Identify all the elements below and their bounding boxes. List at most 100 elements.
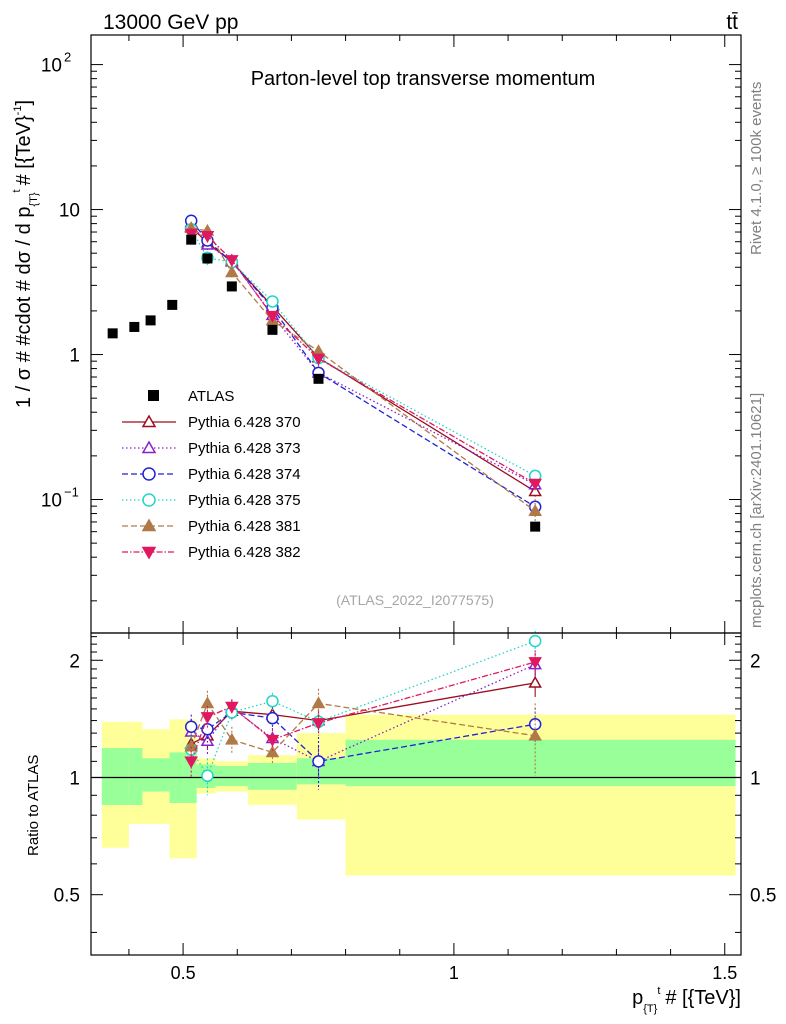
x-tick-label: 1.5: [712, 963, 737, 983]
series-382-point: [311, 353, 326, 366]
atlas-data-point: [145, 315, 156, 326]
x-axis-label-sub: {T}: [643, 1003, 657, 1015]
series-382-ratio-point: [200, 712, 215, 725]
y-axis-label-sub: {T}: [28, 192, 40, 206]
series-382-ratio-line: [190, 661, 536, 762]
series-374-line: [190, 220, 536, 508]
process-label: tt̄: [726, 11, 738, 34]
series-374-ratio-point: [312, 755, 325, 768]
energy-label: 13000 GeV pp: [103, 11, 238, 34]
green-band-segment: [142, 758, 156, 792]
ratio-y-tick-label-right: 2: [750, 651, 761, 672]
series-382-ratio-point: [311, 718, 326, 731]
y-axis-label-end: ]: [13, 100, 35, 106]
ratio-y-tick-label-right: 0.5: [750, 886, 776, 907]
series-373-ratio-line: [190, 663, 536, 763]
ratio-uncertainty-bands: [91, 714, 741, 876]
series-382-ratio-point: [184, 756, 199, 769]
series-374-ratio-point: [184, 720, 198, 733]
atlas-data-point: [267, 324, 278, 335]
ratio-y-tick-label: 1: [69, 768, 80, 789]
legend-label-375: Pythia 6.428 375: [188, 492, 301, 509]
legend-marker-382: [141, 546, 157, 560]
y-axis-label-main: 1 / σ # #cdot # dσ / d p: [13, 207, 35, 408]
green-band-segment: [128, 748, 143, 805]
series-375-ratio-point: [528, 634, 542, 648]
series-382-point: [265, 310, 280, 323]
series-382-ratio-point: [265, 734, 280, 747]
atlas-data-point: [530, 521, 541, 532]
legend-label-atlas: ATLAS: [188, 388, 234, 405]
series-382-point: [200, 231, 215, 243]
y-tick-label: 10: [59, 201, 80, 222]
legend-label-373: Pythia 6.428 373: [188, 440, 301, 457]
legend-label-382: Pythia 6.428 382: [188, 544, 301, 561]
legend-label-374: Pythia 6.428 374: [188, 466, 301, 483]
mcplots-label: mcplots.cern.ch [arXiv:2401.10621]: [748, 393, 765, 628]
x-tick-label: 0.5: [171, 963, 196, 983]
series-370-ratio-point: [528, 675, 542, 688]
y-axis-label-sup: t: [11, 189, 23, 192]
ratio-y-axis-label: Ratio to ATLAS: [25, 755, 42, 856]
x-axis-label-sup: t: [657, 985, 660, 997]
legend-marker-atlas: [148, 390, 159, 401]
legend-marker-373: [141, 440, 157, 454]
atlas-data-point: [202, 253, 213, 264]
atlas-data-layer: [107, 234, 541, 532]
series-375-ratio-point: [266, 694, 279, 708]
green-band-segment: [345, 739, 736, 787]
ratio-y-tick-label: 0.5: [54, 886, 80, 907]
legend-label-370: Pythia 6.428 370: [188, 414, 301, 431]
legend-marker-375: [142, 493, 156, 507]
y-tick-exponent: 2: [64, 50, 71, 65]
series-381-ratio-point: [311, 696, 326, 709]
series-375-ratio-point: [201, 769, 214, 783]
series-373-ratio-point: [200, 734, 215, 746]
series-381-ratio-line: [190, 701, 536, 754]
series-layer: [184, 214, 542, 796]
legend: ATLAS Pythia 6.428 370 Pythia 6.428 373 …: [122, 388, 301, 561]
green-band-segment: [101, 748, 129, 805]
y-axis-label-rest: # [{TeV}: [13, 115, 35, 185]
legend-marker-370: [141, 414, 157, 428]
y-tick-label: 1: [69, 346, 80, 367]
ratio-panel-frame: [90, 632, 742, 956]
series-381-ratio-point: [225, 732, 239, 745]
series-381-ratio-point: [528, 728, 542, 741]
atlas-data-point: [107, 328, 118, 339]
series-382-point: [184, 228, 199, 241]
ratio-y-tick-label-right: 1: [750, 768, 761, 789]
x-axis-label-main: p: [632, 987, 643, 1009]
series-381-ratio-point: [265, 745, 280, 758]
series-370-point: [528, 484, 542, 497]
series-375-point: [266, 295, 279, 308]
green-band-segment: [248, 762, 297, 790]
legend-label-381: Pythia 6.428 381: [188, 518, 301, 535]
series-375-line: [190, 228, 536, 477]
x-tick-label: 1: [449, 963, 459, 983]
y-tick-exponent: −1: [64, 485, 79, 500]
series-382-point: [225, 255, 239, 268]
atlas-data-point: [129, 321, 140, 332]
series-382-ratio-point: [225, 701, 239, 714]
series-382-point: [528, 478, 542, 491]
x-axis-label: p{T}t # [{TeV}]: [632, 985, 741, 1015]
series-381-point: [528, 504, 542, 516]
legend-marker-374: [142, 467, 156, 481]
x-axis-label-rest: # [{TeV}]: [665, 987, 741, 1009]
legend-marker-381: [141, 518, 157, 532]
series-381-point: [225, 265, 239, 278]
series-382-ratio-point: [528, 657, 542, 669]
atlas-data-point: [167, 299, 178, 310]
series-374-ratio-point: [266, 711, 279, 725]
analysis-id: (ATLAS_2022_I2077575): [336, 592, 494, 608]
y-tick-label: 10: [41, 56, 62, 77]
atlas-data-point: [226, 281, 237, 292]
atlas-data-point: [313, 373, 324, 384]
ratio-y-tick-label: 2: [69, 651, 80, 672]
green-band-segment: [156, 758, 170, 792]
atlas-data-point: [186, 234, 197, 245]
y-axis-label-sup2: -1: [12, 106, 24, 116]
